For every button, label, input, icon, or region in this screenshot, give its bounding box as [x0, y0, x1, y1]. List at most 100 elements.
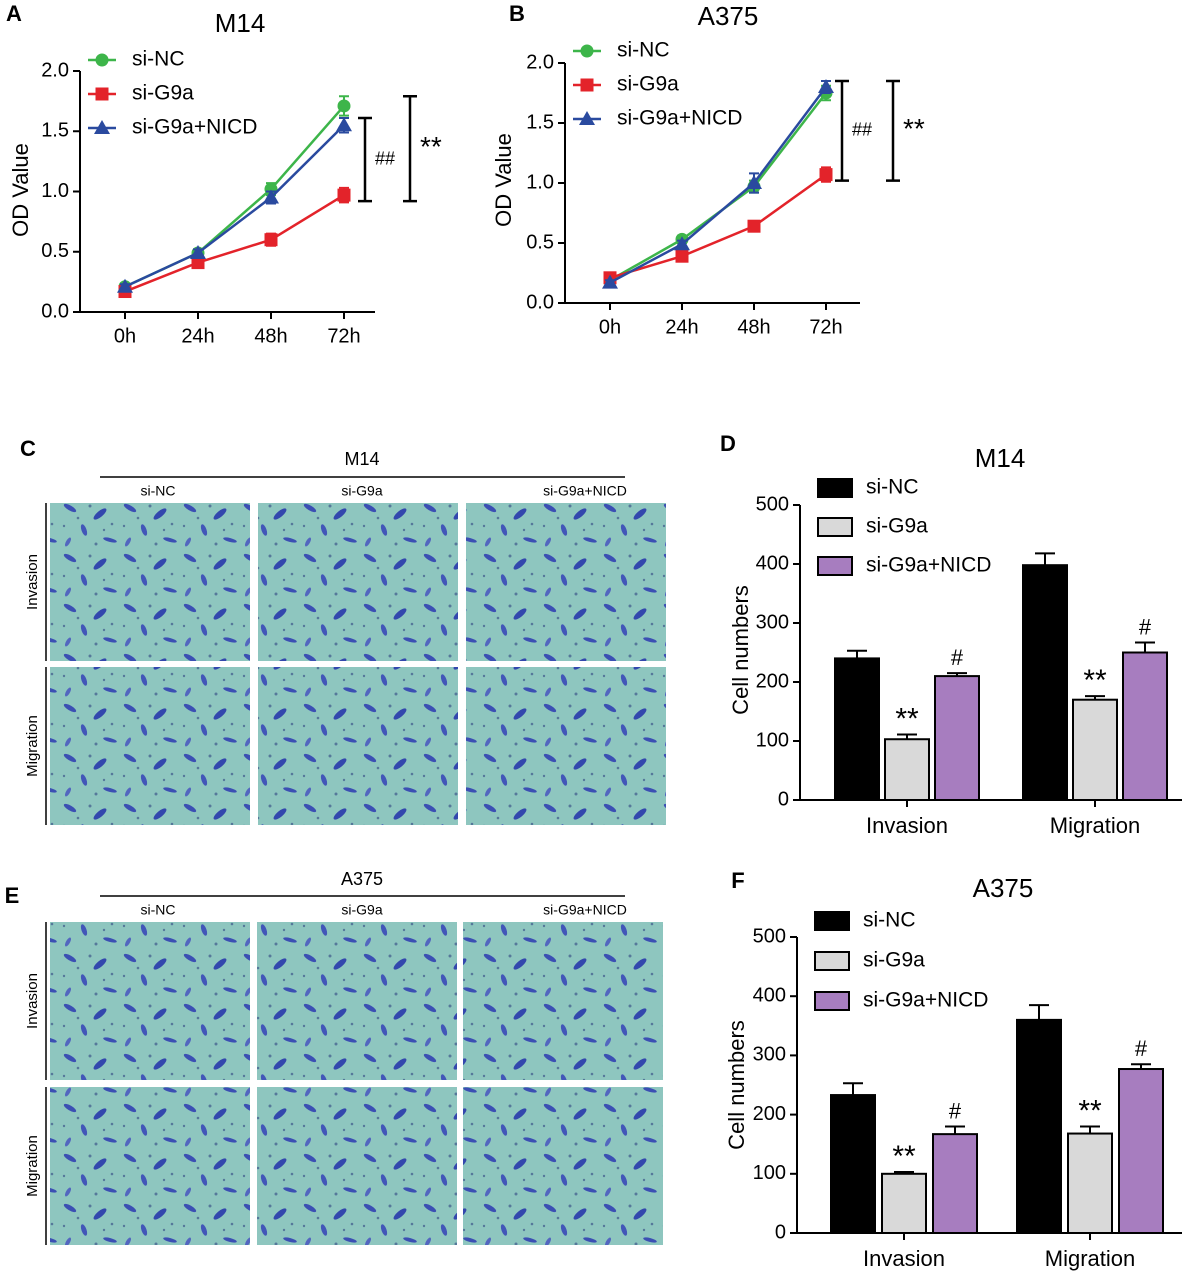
micrograph [50, 503, 250, 661]
y-axis-label: OD Value [8, 143, 33, 237]
micrograph [466, 667, 666, 825]
legend-label: si-G9a+NICD [863, 989, 988, 1012]
micrograph [258, 503, 458, 661]
legend-marker [580, 44, 594, 58]
y-tick-label: 400 [756, 552, 789, 574]
chart-title: A375 [973, 873, 1034, 903]
column-label: si-G9a [341, 902, 382, 918]
y-tick-label: 100 [753, 1162, 786, 1184]
bar [932, 1133, 978, 1234]
series-line [609, 86, 827, 284]
significance-bracket [886, 79, 900, 182]
panel-letter: A [6, 1, 22, 26]
x-tick-label: 0h [599, 316, 621, 338]
column-label: si-G9a+NICD [543, 483, 627, 499]
legend-marker [94, 120, 110, 134]
bar [884, 738, 930, 801]
legend-marker [95, 53, 109, 67]
significance-bracket [403, 95, 417, 203]
data-point [190, 244, 206, 259]
column-label: si-G9a+NICD [543, 902, 627, 918]
bar [834, 657, 880, 802]
y-tick-label: 500 [753, 925, 786, 947]
significance-label: ** [420, 131, 442, 162]
y-tick-label: 200 [756, 670, 789, 692]
chart-title: M14 [975, 443, 1026, 473]
legend-swatch [817, 517, 853, 537]
bar [1016, 1018, 1062, 1234]
legend-swatch [814, 911, 850, 931]
significance-bracket [835, 79, 849, 182]
x-tick-label: 24h [665, 316, 698, 338]
row-label: Invasion [24, 554, 41, 610]
legend-label: si-G9a+NICD [866, 554, 991, 577]
y-tick-label: 1.5 [41, 120, 69, 142]
significance-bracket [358, 116, 372, 203]
micrograph [257, 922, 457, 1080]
y-axis-label: Cell numbers [724, 1020, 749, 1150]
legend-label: si-G9a [132, 82, 194, 105]
y-tick-label: 1.5 [526, 111, 554, 133]
y-axis-label: OD Value [491, 133, 516, 227]
significance-label: # [949, 1098, 962, 1123]
bar [881, 1172, 927, 1235]
micrograph [463, 1087, 663, 1245]
micrograph [258, 667, 458, 825]
error-bar [945, 1125, 965, 1135]
micrograph [50, 1087, 250, 1245]
bar [1022, 564, 1068, 801]
legend-marker [580, 78, 594, 92]
data-point [337, 99, 351, 113]
panel-letter: E [5, 883, 20, 908]
x-tick-label: 48h [254, 325, 287, 347]
y-tick-label: 300 [753, 1044, 786, 1066]
panel-letter: D [720, 431, 736, 456]
error-bar [1080, 1125, 1100, 1134]
row-label: Migration [24, 715, 41, 777]
row-label: Invasion [24, 973, 41, 1029]
data-point [675, 249, 689, 263]
legend-swatch [814, 991, 850, 1011]
y-tick-label: 1.0 [41, 180, 69, 202]
significance-label: # [1135, 1036, 1148, 1061]
y-tick-label: 200 [753, 1103, 786, 1125]
y-tick-label: 2.0 [526, 51, 554, 73]
x-tick-label: 48h [737, 316, 770, 338]
micrograph [463, 922, 663, 1080]
y-tick-label: 100 [756, 729, 789, 751]
y-tick-label: 0 [775, 1221, 786, 1243]
bar [1122, 651, 1168, 801]
x-tick-label: 72h [327, 325, 360, 347]
x-tick-label: 72h [809, 316, 842, 338]
legend-swatch [817, 478, 853, 498]
panel-letter: C [20, 436, 36, 461]
legend-label: si-NC [866, 476, 919, 499]
micrograph [257, 1087, 457, 1245]
error-bar [1135, 641, 1155, 653]
column-label: si-NC [141, 483, 176, 499]
row-label: Migration [24, 1135, 41, 1197]
significance-label: # [951, 645, 964, 670]
micrograph [466, 503, 666, 661]
y-tick-label: 400 [753, 984, 786, 1006]
data-point [746, 175, 762, 189]
legend-label: si-NC [863, 909, 916, 932]
data-point [819, 168, 833, 182]
y-tick-label: 1.0 [526, 171, 554, 193]
panel-title: A375 [341, 869, 383, 889]
bar [1118, 1068, 1164, 1234]
significance-label: ## [375, 148, 395, 168]
y-tick-label: 0.5 [526, 231, 554, 253]
y-tick-label: 2.0 [41, 59, 69, 81]
error-bar [1035, 552, 1055, 566]
x-tick-label: 24h [181, 325, 214, 347]
significance-label: ** [1083, 664, 1107, 697]
bar [934, 675, 980, 801]
error-bar [843, 1082, 863, 1096]
y-tick-label: 0.0 [41, 300, 69, 322]
data-point [602, 274, 618, 289]
significance-label: ** [903, 113, 925, 144]
data-point [191, 256, 205, 270]
legend-label: si-G9a+NICD [132, 116, 257, 139]
